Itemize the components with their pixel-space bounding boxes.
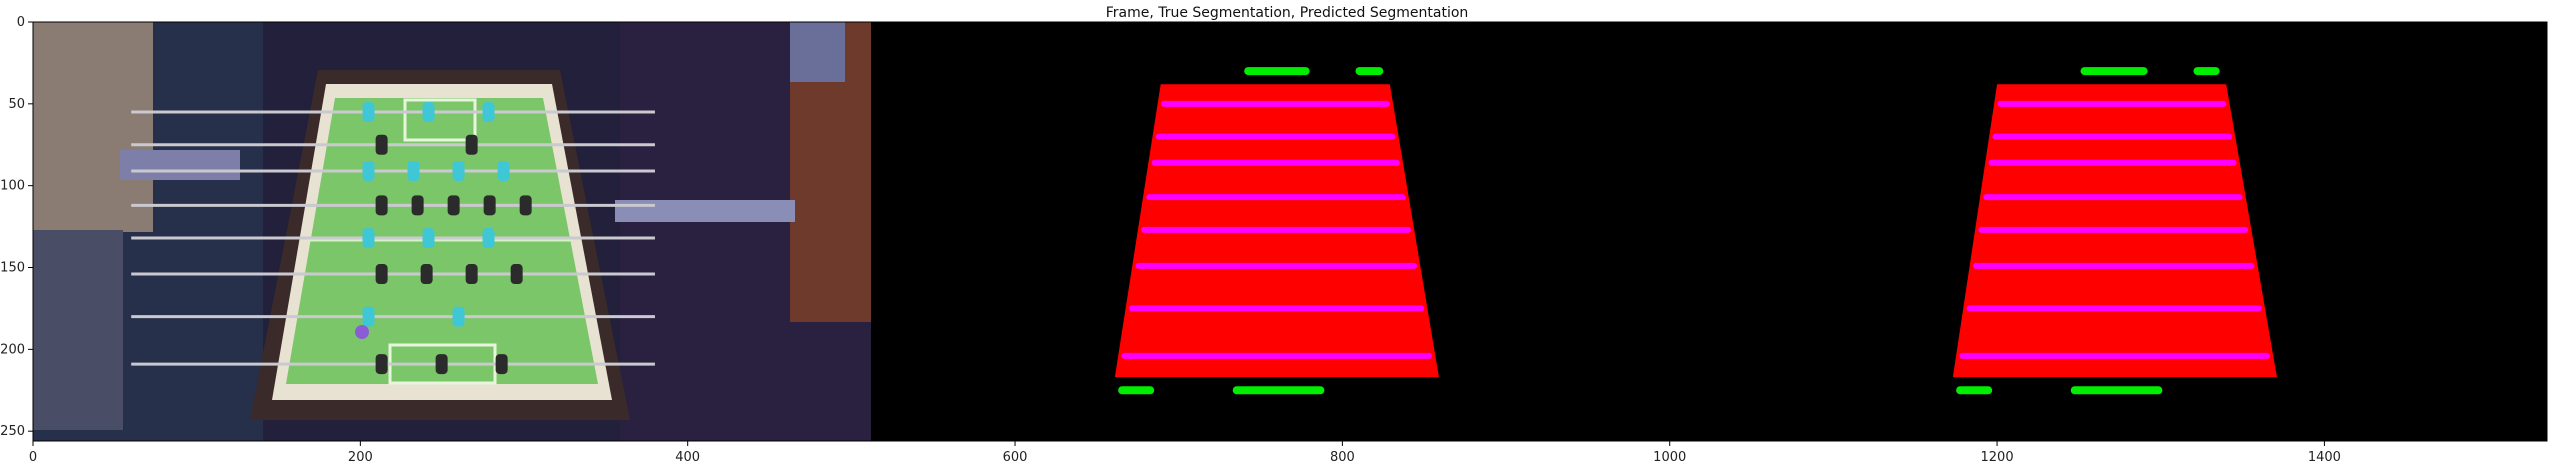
frame-player — [422, 228, 435, 249]
rod-mask — [1997, 100, 2227, 107]
y-tick-label: 150 — [0, 261, 25, 276]
rod-mask — [1160, 100, 1390, 107]
frame-player — [495, 354, 508, 375]
chart-title: Frame, True Segmentation, Predicted Segm… — [1106, 5, 1469, 21]
segmentation-panels — [1114, 67, 2277, 395]
left-person-arm — [120, 150, 240, 180]
goal-mask — [2070, 386, 2163, 395]
goal-mask — [1956, 386, 1993, 395]
frame-player — [519, 195, 532, 216]
rod-mask — [1128, 305, 1425, 312]
frame-player — [375, 354, 388, 375]
frame-player — [497, 160, 510, 181]
frame-player — [422, 102, 435, 123]
axes-frame — [32, 21, 2548, 442]
goal-mask — [1244, 67, 1310, 76]
frame-player — [465, 264, 478, 285]
rod-mask — [1155, 133, 1396, 140]
frame-player — [362, 102, 375, 123]
frame-player — [375, 264, 388, 285]
frame-player — [362, 160, 375, 181]
x-axis: 0 200 400 600 800 1000 1200 1400 — [29, 441, 2341, 465]
left-person-legs — [33, 230, 123, 430]
true-segmentation-panel — [1114, 67, 1439, 395]
y-axis: 0 50 100 150 200 250 — [0, 15, 33, 439]
frame-player — [375, 134, 388, 155]
frame-player — [407, 160, 420, 181]
y-tick-label: 100 — [0, 179, 25, 194]
rod-mask — [1959, 352, 2270, 359]
frame-player — [452, 306, 465, 327]
frame-player — [465, 134, 478, 155]
rod-mask — [1978, 226, 2249, 233]
frame-player — [452, 160, 465, 181]
rod-mask — [1121, 352, 1433, 359]
y-tick-label: 50 — [8, 97, 25, 112]
y-tick-label: 200 — [0, 342, 25, 357]
right-person-arm — [615, 200, 795, 222]
rod-mask — [1151, 159, 1400, 166]
x-tick-label: 200 — [348, 450, 373, 465]
rod-mask — [1992, 133, 2233, 140]
field-goal-box-top — [403, 98, 477, 142]
frame-rods — [131, 110, 655, 366]
y-tick-label: 250 — [0, 424, 25, 439]
frame-player — [483, 195, 496, 216]
y-tick-label: 0 — [17, 15, 25, 30]
rod-mask — [1988, 159, 2237, 166]
x-tick-label: 400 — [675, 450, 700, 465]
goal-mask — [1232, 386, 1325, 395]
x-tick-label: 1400 — [2308, 450, 2341, 465]
frame-players — [362, 102, 532, 375]
frame-player — [482, 102, 495, 123]
rod-mask — [1966, 305, 2262, 312]
x-tick-label: 1000 — [1653, 450, 1686, 465]
rod-mask — [1972, 262, 2255, 269]
frame-player — [411, 195, 424, 216]
rod-mask — [1146, 194, 1406, 201]
plot-area — [32, 21, 2548, 442]
foosball-ball — [355, 325, 369, 339]
goal-mask — [1355, 67, 1384, 76]
x-tick-label: 1200 — [1981, 450, 2014, 465]
predicted-segmentation-panel — [1952, 67, 2277, 395]
x-tick-label: 0 — [29, 450, 37, 465]
x-tick-label: 600 — [1003, 450, 1028, 465]
x-tick-label: 800 — [1330, 450, 1355, 465]
left-person-body — [33, 22, 153, 232]
rod-mask — [1141, 226, 1411, 233]
frame-player — [447, 195, 460, 216]
goal-mask — [1118, 386, 1155, 395]
right-person-head — [790, 22, 845, 82]
rod-mask — [1135, 262, 1418, 269]
frame-panel — [33, 22, 871, 441]
goal-mask — [2193, 67, 2220, 76]
frame-player — [362, 306, 375, 327]
frame-player — [482, 228, 495, 249]
frame-player — [435, 354, 448, 375]
goal-mask — [2080, 67, 2148, 76]
frame-player — [510, 264, 523, 285]
rod-mask — [1983, 194, 2243, 201]
frame-player — [362, 228, 375, 249]
frame-player — [420, 264, 433, 285]
frame-player — [375, 195, 388, 216]
